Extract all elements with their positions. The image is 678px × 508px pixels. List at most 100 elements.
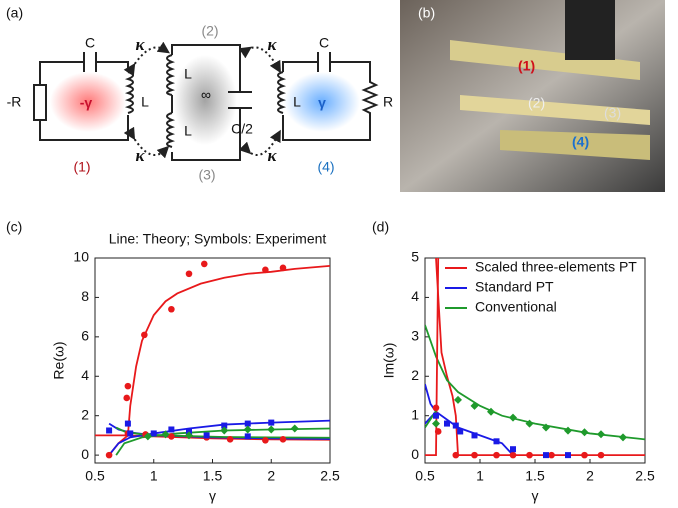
point bbox=[267, 425, 275, 433]
label: (4) bbox=[317, 159, 334, 175]
x-axis-label: γ bbox=[532, 488, 539, 504]
point bbox=[168, 306, 175, 313]
point bbox=[510, 446, 516, 452]
label: (1) bbox=[73, 159, 90, 175]
y-tick-label: 10 bbox=[73, 249, 89, 265]
y-tick-label: 6 bbox=[81, 328, 89, 344]
label: L bbox=[184, 123, 192, 139]
label: L bbox=[141, 94, 149, 110]
curve bbox=[425, 384, 513, 455]
x-tick-label: 1.5 bbox=[203, 468, 223, 484]
curve bbox=[128, 266, 330, 436]
x-tick-label: 2.5 bbox=[635, 468, 655, 484]
subtitle: Line: Theory; Symbols: Experiment bbox=[109, 231, 327, 247]
point bbox=[471, 452, 478, 459]
point bbox=[433, 413, 439, 419]
label: C bbox=[319, 35, 329, 51]
label: L bbox=[293, 94, 301, 110]
point bbox=[291, 425, 299, 433]
point bbox=[227, 436, 234, 443]
y-tick-label: 4 bbox=[81, 367, 89, 383]
point bbox=[543, 452, 549, 458]
panel-label: (c) bbox=[6, 219, 22, 235]
label: -γ bbox=[80, 95, 93, 111]
y-tick-label: 5 bbox=[411, 249, 419, 265]
point bbox=[262, 267, 269, 274]
point bbox=[444, 421, 450, 427]
legend-label: Standard PT bbox=[475, 279, 554, 295]
point bbox=[125, 421, 131, 427]
label: (1) bbox=[518, 58, 535, 74]
label: -R bbox=[7, 94, 22, 110]
point bbox=[472, 432, 478, 438]
y-axis-label: Im(ω) bbox=[381, 343, 397, 379]
resistor bbox=[34, 85, 46, 120]
label: κ bbox=[267, 146, 277, 165]
y-tick-label: 3 bbox=[411, 328, 419, 344]
point bbox=[548, 452, 555, 459]
point bbox=[123, 395, 130, 402]
y-axis-label: Re(ω) bbox=[51, 341, 67, 379]
point bbox=[509, 414, 517, 422]
x-axis-label: γ bbox=[209, 488, 216, 504]
circuit-diagram: (a) C -R -γ L (1) κ κ κ κ (2) L ∞ L C/2 … bbox=[6, 5, 393, 183]
point bbox=[435, 428, 442, 435]
x-tick-label: 0.5 bbox=[85, 468, 105, 484]
y-tick-label: 1 bbox=[411, 406, 419, 422]
point bbox=[168, 426, 174, 432]
label: L bbox=[184, 66, 192, 82]
point bbox=[619, 433, 627, 441]
point bbox=[471, 402, 479, 410]
point bbox=[280, 436, 287, 443]
label: C/2 bbox=[231, 121, 253, 137]
x-tick-label: 2 bbox=[267, 468, 275, 484]
point bbox=[598, 452, 605, 459]
y-tick-label: 0 bbox=[81, 446, 89, 462]
label: (4) bbox=[572, 134, 589, 150]
label: κ bbox=[135, 146, 145, 165]
panel-label: (a) bbox=[6, 5, 23, 21]
label: (3) bbox=[198, 167, 215, 183]
y-tick-label: 2 bbox=[81, 406, 89, 422]
y-tick-label: 0 bbox=[411, 446, 419, 462]
point bbox=[186, 270, 193, 277]
point bbox=[262, 437, 269, 444]
label: (3) bbox=[604, 105, 621, 121]
x-tick-label: 0.5 bbox=[415, 468, 435, 484]
y-tick-label: 8 bbox=[81, 288, 89, 304]
point bbox=[453, 452, 460, 459]
label: (2) bbox=[201, 23, 218, 39]
x-tick-label: 1 bbox=[476, 468, 484, 484]
curve bbox=[425, 325, 645, 439]
point bbox=[268, 420, 274, 426]
point bbox=[564, 427, 572, 435]
label: ∞ bbox=[201, 87, 211, 103]
point bbox=[432, 420, 440, 428]
point bbox=[597, 430, 605, 438]
point bbox=[494, 438, 500, 444]
figure: (a) C -R -γ L (1) κ κ κ κ (2) L ∞ L C/2 … bbox=[0, 0, 678, 508]
photo: (b) (1) (2) (3) (4) bbox=[400, 0, 665, 192]
x-tick-label: 1.5 bbox=[525, 468, 545, 484]
point bbox=[204, 432, 210, 438]
point bbox=[245, 433, 251, 439]
point bbox=[493, 452, 500, 459]
point bbox=[280, 265, 287, 272]
label: γ bbox=[318, 95, 326, 111]
point bbox=[151, 430, 157, 436]
label: κ bbox=[135, 35, 145, 54]
y-tick-label: 4 bbox=[411, 288, 419, 304]
panel-label: (b) bbox=[418, 5, 435, 21]
point bbox=[127, 430, 133, 436]
point bbox=[581, 428, 589, 436]
point bbox=[581, 452, 588, 459]
point bbox=[510, 452, 517, 459]
label: C bbox=[85, 35, 95, 51]
x-tick-label: 2.5 bbox=[320, 468, 340, 484]
point bbox=[433, 405, 440, 412]
label: (2) bbox=[528, 95, 545, 111]
point bbox=[454, 396, 462, 404]
legend-label: Conventional bbox=[475, 299, 557, 315]
point bbox=[244, 425, 252, 433]
point bbox=[106, 452, 113, 459]
